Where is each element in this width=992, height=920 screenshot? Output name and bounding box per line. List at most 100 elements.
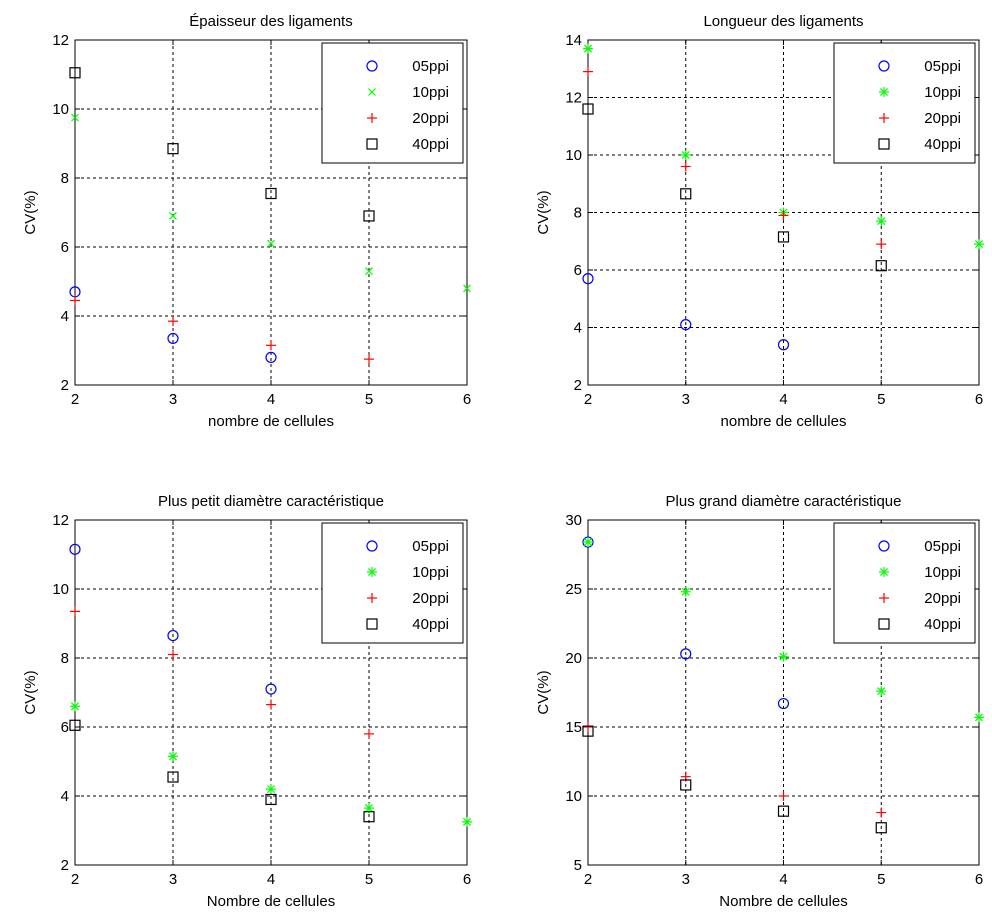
y-tick-label: 8	[61, 170, 69, 187]
x-tick-label: 5	[877, 871, 885, 888]
data-point	[583, 722, 593, 732]
legend-marker	[367, 567, 377, 577]
data-point	[265, 351, 277, 363]
data-point	[582, 273, 594, 285]
data-point	[680, 779, 692, 791]
data-point	[777, 697, 790, 710]
y-tick-label: 10	[52, 581, 69, 598]
y-tick-label: 30	[565, 512, 582, 529]
series-20ppi	[70, 606, 374, 739]
data-point	[265, 683, 277, 695]
legend-marker	[366, 138, 378, 150]
legend-label: 05ppi	[412, 538, 449, 555]
legend-entry: 05ppi	[878, 538, 961, 555]
x-tick-label: 2	[71, 871, 79, 888]
legend-marker	[367, 113, 377, 123]
chart-title: Épaisseur des ligaments	[189, 13, 352, 30]
legend-label: 20ppi	[924, 590, 961, 607]
legend-label: 40ppi	[412, 616, 449, 633]
x-axis-label: Nombre de cellules	[719, 893, 847, 910]
y-tick-label: 2	[61, 857, 69, 874]
data-point	[777, 805, 790, 817]
data-point	[680, 161, 691, 172]
legend-label: 20ppi	[412, 110, 449, 127]
series-20ppi	[583, 722, 887, 818]
data-point	[876, 216, 887, 227]
x-tick-label: 5	[365, 871, 373, 888]
y-axis-label: CV(%)	[22, 190, 39, 234]
legend-marker	[366, 618, 378, 630]
legend-entry: 40ppi	[366, 616, 449, 633]
legend-marker	[878, 618, 890, 630]
legend-entry: 20ppi	[879, 590, 961, 607]
x-tick-label: 6	[463, 871, 471, 888]
y-tick-label: 12	[565, 90, 582, 107]
x-axis-label: Nombre de cellules	[207, 893, 335, 910]
series-20ppi	[583, 66, 887, 250]
data-point	[974, 712, 984, 723]
legend-label: 40ppi	[924, 616, 961, 633]
y-tick-label: 10	[565, 788, 582, 805]
legend-entry: 10ppi	[879, 564, 961, 581]
y-tick-label: 12	[52, 32, 69, 49]
data-point	[71, 113, 79, 122]
data-point	[777, 339, 790, 351]
legend-entry: 20ppi	[879, 110, 961, 127]
y-axis-label: CV(%)	[535, 190, 552, 234]
data-point	[875, 260, 887, 272]
data-point	[365, 267, 373, 276]
legend: 05ppi 10ppi 20ppi 40ppi	[833, 42, 976, 164]
x-tick-label: 6	[975, 391, 983, 408]
data-point	[70, 701, 80, 712]
chart-title: Longueur des ligaments	[703, 13, 863, 30]
legend-box	[321, 42, 464, 164]
data-point	[876, 807, 887, 818]
chart-title: Plus grand diamètre caractéristique	[666, 493, 902, 510]
y-tick-label: 10	[565, 147, 582, 164]
series-40ppi	[69, 719, 375, 823]
series-40ppi	[69, 67, 375, 222]
y-tick-label: 15	[565, 719, 582, 736]
series-20ppi	[70, 295, 374, 365]
data-point	[69, 719, 81, 731]
data-point	[583, 66, 593, 77]
y-tick-label: 10	[52, 101, 69, 118]
data-point	[69, 543, 81, 555]
y-tick-label: 5	[574, 857, 582, 874]
series-40ppi	[582, 725, 887, 834]
data-point	[70, 606, 80, 617]
legend-label: 10ppi	[924, 84, 961, 101]
data-point	[167, 771, 179, 783]
legend-marker	[879, 87, 889, 97]
data-point	[169, 212, 177, 220]
data-point	[680, 319, 692, 331]
data-point	[167, 332, 179, 345]
y-tick-label: 4	[574, 320, 582, 337]
x-tick-label: 4	[779, 871, 787, 888]
legend-label: 40ppi	[412, 136, 449, 153]
legend-marker	[367, 593, 377, 603]
series-10ppi	[583, 537, 984, 723]
legend-entry: 40ppi	[878, 136, 961, 153]
x-tick-label: 4	[267, 391, 275, 408]
series-05ppi	[69, 543, 277, 695]
legend-label: 05ppi	[924, 538, 961, 555]
y-tick-label: 8	[61, 650, 69, 667]
data-point	[777, 231, 790, 243]
legend-box	[833, 42, 976, 164]
y-tick-label: 14	[565, 32, 582, 49]
data-point	[974, 239, 984, 250]
y-tick-label: 8	[574, 205, 582, 222]
legend-label: 05ppi	[412, 58, 449, 75]
legend-marker	[366, 540, 378, 552]
data-point	[167, 143, 179, 155]
data-point	[582, 725, 594, 737]
x-tick-label: 5	[365, 391, 373, 408]
data-point	[267, 239, 275, 248]
x-axis-label: nombre de cellules	[721, 413, 847, 430]
data-point	[265, 187, 277, 200]
chart-panel-2: 2 3 4 5 6 2 4 6 8 10 12 14 Longueur des ligaments nom…	[535, 13, 984, 430]
data-point	[582, 103, 594, 115]
legend-marker	[879, 593, 889, 603]
legend-marker	[879, 567, 889, 577]
